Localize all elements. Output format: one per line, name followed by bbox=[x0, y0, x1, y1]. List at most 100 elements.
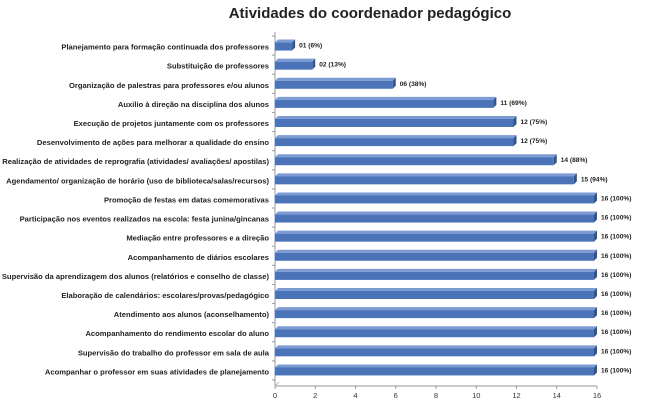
bar-side bbox=[493, 96, 497, 108]
data-label: 06 (38%) bbox=[400, 81, 427, 88]
data-label: 16 (100%) bbox=[601, 195, 631, 202]
bar-side bbox=[553, 154, 557, 166]
bar-side bbox=[573, 173, 577, 185]
bar-top bbox=[275, 135, 517, 139]
data-label: 16 (100%) bbox=[601, 272, 631, 279]
x-tick-label: 2 bbox=[313, 391, 317, 400]
data-label: 12 (75%) bbox=[521, 119, 548, 126]
x-tick-label: 4 bbox=[353, 391, 357, 400]
data-label: 15 (94%) bbox=[581, 176, 608, 183]
bar bbox=[275, 310, 594, 319]
category-label: Mediação entre professores e a direção bbox=[126, 234, 269, 243]
category-label: Acompanhamento de diários escolares bbox=[128, 253, 269, 262]
bar-top bbox=[275, 230, 597, 234]
bar-top bbox=[275, 307, 597, 311]
x-tick-label: 6 bbox=[394, 391, 398, 400]
data-label: 16 (100%) bbox=[601, 329, 631, 336]
bar-top bbox=[275, 192, 597, 196]
category-label: Acompanhar o professor em suas atividade… bbox=[45, 367, 269, 376]
bar-top bbox=[275, 173, 577, 177]
bar-top bbox=[275, 39, 296, 43]
bar-side bbox=[594, 230, 597, 242]
data-label: 16 (100%) bbox=[601, 348, 631, 355]
category-label: Realização de atividades de reprografia … bbox=[2, 157, 269, 166]
category-label: Acompanhamento do rendimento escolar do … bbox=[85, 329, 269, 338]
bar-side bbox=[513, 135, 517, 147]
bar bbox=[275, 291, 594, 299]
category-label: Substituição de professores bbox=[167, 62, 269, 71]
bar-top bbox=[275, 58, 316, 62]
category-label: Auxilio à direção na disciplina dos alun… bbox=[118, 100, 269, 109]
bar bbox=[275, 367, 594, 376]
category-label: Planejamento para formação continuada do… bbox=[61, 43, 269, 52]
data-label: 11 (69%) bbox=[500, 100, 526, 107]
data-label: 02 (13%) bbox=[319, 62, 346, 69]
bar-side bbox=[594, 326, 597, 338]
bar bbox=[275, 42, 293, 51]
bar-top bbox=[275, 154, 557, 158]
bar-side bbox=[292, 39, 296, 51]
bar bbox=[275, 214, 594, 223]
data-label: 16 (100%) bbox=[601, 367, 631, 374]
x-tick-label: 0 bbox=[273, 391, 277, 400]
bar bbox=[275, 119, 514, 127]
category-label: Elaboração de calendários: escolares/pro… bbox=[61, 291, 269, 300]
bar-side bbox=[594, 192, 597, 204]
bar-side bbox=[513, 116, 517, 127]
bar-top bbox=[275, 364, 597, 368]
bar-top bbox=[275, 268, 597, 272]
bar-top bbox=[275, 96, 497, 100]
bar-top bbox=[275, 345, 597, 349]
bar bbox=[275, 329, 594, 338]
data-label: 01 (6%) bbox=[299, 43, 322, 50]
data-label: 16 (100%) bbox=[601, 253, 631, 260]
bar-side bbox=[594, 288, 597, 299]
bar-side bbox=[594, 211, 597, 223]
bar-top bbox=[275, 249, 597, 253]
bar-side bbox=[594, 249, 597, 261]
bar-top bbox=[275, 288, 597, 291]
x-tick-label: 14 bbox=[553, 391, 561, 400]
bar bbox=[275, 176, 574, 185]
bar bbox=[275, 271, 594, 280]
bar bbox=[275, 138, 514, 147]
category-label: Promoção de festas em datas comemorativa… bbox=[104, 195, 269, 204]
bar-top bbox=[275, 211, 597, 215]
data-label: 14 (88%) bbox=[561, 157, 588, 164]
x-tick-label: 16 bbox=[593, 391, 601, 400]
bar bbox=[275, 157, 554, 166]
bar bbox=[275, 80, 393, 89]
data-label: 12 (75%) bbox=[521, 138, 548, 145]
bar-side bbox=[594, 345, 597, 357]
x-tick-label: 8 bbox=[434, 391, 438, 400]
axis-floor-edge bbox=[274, 381, 280, 387]
bar-side bbox=[594, 364, 597, 376]
bar bbox=[275, 195, 594, 204]
bar bbox=[275, 99, 494, 108]
category-label: Supervisão da aprendizagem dos alunos (r… bbox=[2, 272, 270, 281]
bar-top bbox=[275, 116, 517, 119]
data-label: 16 (100%) bbox=[601, 310, 631, 317]
bar bbox=[275, 348, 594, 357]
bar-side bbox=[594, 307, 597, 319]
category-label: Execução de projetos juntamente com os p… bbox=[74, 119, 269, 128]
category-label: Participação nos eventos realizados na e… bbox=[20, 215, 269, 224]
data-label: 16 (100%) bbox=[601, 234, 631, 241]
category-label: Organização de palestras para professore… bbox=[69, 81, 269, 90]
data-label: 16 (100%) bbox=[601, 291, 631, 298]
bar bbox=[275, 252, 594, 261]
category-label: Agendamento/ organização de horário (uso… bbox=[6, 176, 269, 185]
category-label: Supervisão do trabalho do professor em s… bbox=[78, 348, 270, 357]
data-label: 16 (100%) bbox=[601, 215, 631, 222]
bar-top bbox=[275, 326, 597, 330]
category-label: Atendimento aos alunos (aconselhamento) bbox=[114, 310, 270, 319]
x-tick-label: 12 bbox=[512, 391, 520, 400]
bar-side bbox=[312, 58, 316, 70]
bar-side bbox=[594, 268, 597, 280]
bar-top bbox=[275, 77, 396, 81]
category-label: Desenvolvimento de ações para melhorar a… bbox=[37, 138, 269, 147]
bar bbox=[275, 233, 594, 242]
bar bbox=[275, 61, 313, 70]
chart-title: Atividades do coordenador pedagógico bbox=[229, 5, 512, 22]
